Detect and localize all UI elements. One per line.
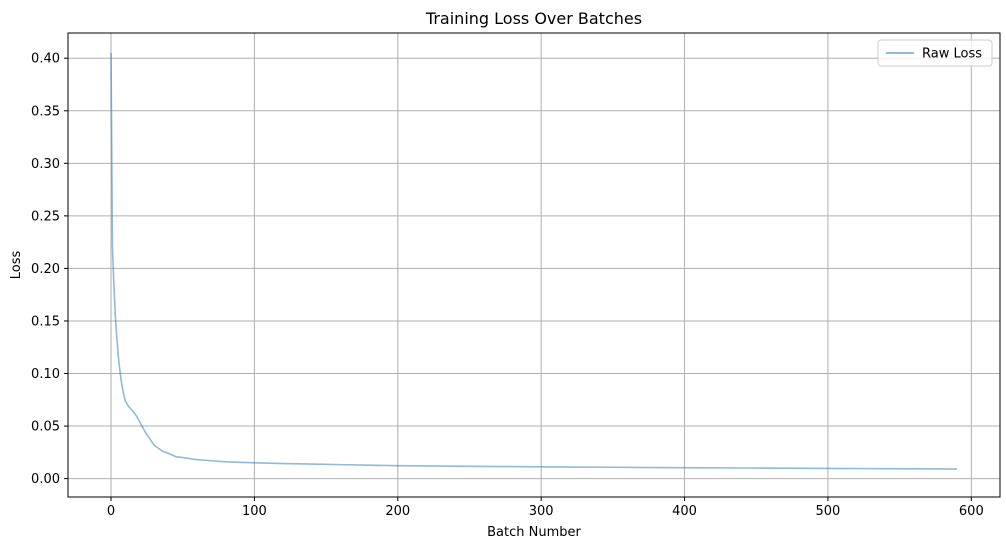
y-tick-label: 0.40 [31, 52, 60, 67]
y-tick-label: 0.05 [31, 420, 60, 435]
y-tick-label: 0.20 [31, 262, 60, 277]
y-tick-label: 0.15 [31, 314, 60, 329]
plot-frame [67, 32, 1001, 498]
y-tick-label: 0.30 [31, 157, 60, 172]
chart-title: Training Loss Over Batches [425, 9, 642, 28]
x-tick-label: 300 [529, 504, 554, 519]
x-tick-label: 0 [107, 504, 115, 519]
x-tick-label: 200 [385, 504, 410, 519]
x-tick-label: 400 [672, 504, 697, 519]
legend-box [877, 39, 993, 67]
y-axis-ticks: 0.00 0.05 0.10 0.15 0.20 0.25 0.30 0.35 0.40 [31, 52, 68, 487]
x-axis-ticks: 0 100 200 300 400 500 600 [107, 497, 984, 519]
y-tick-label: 0.35 [31, 104, 60, 119]
x-tick-label: 100 [242, 504, 267, 519]
x-tick-label: 500 [816, 504, 841, 519]
grid-lines [68, 33, 1000, 497]
series-line-raw-loss [110, 52, 957, 470]
legend-entry-raw-loss: Raw Loss [922, 47, 982, 62]
series-layer [110, 52, 957, 470]
y-tick-label: 0.25 [31, 209, 60, 224]
y-axis-label: Loss [9, 251, 24, 280]
y-tick-label: 0.00 [31, 472, 60, 487]
y-tick-label: 0.10 [31, 367, 60, 382]
x-axis-label: Batch Number [487, 525, 581, 540]
x-tick-label: 600 [959, 504, 984, 519]
legend: Raw Loss [877, 39, 993, 67]
